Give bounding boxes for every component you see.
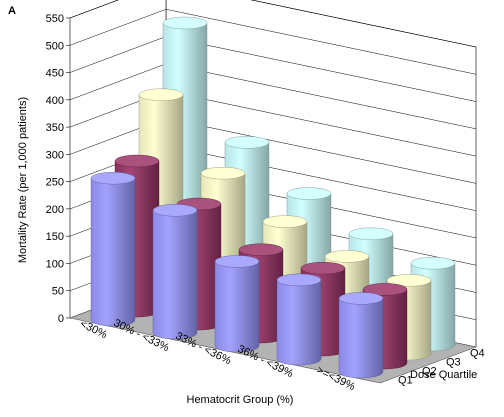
bar-top [114, 154, 160, 168]
bar-top [386, 274, 432, 287]
y-tick-label: 150 [46, 231, 64, 243]
bar-top [362, 283, 408, 296]
y-tick-label: 500 [46, 40, 64, 52]
bar-top [152, 204, 198, 217]
bar-Q1-5 [338, 292, 384, 379]
bar-body [276, 279, 322, 366]
y-tick-label: 350 [46, 122, 64, 134]
y-axis-label: Mortality Rate (per 1,000 patients) [17, 97, 29, 263]
gridline [69, 0, 477, 48]
y-tick-label: 50 [52, 286, 64, 298]
y-axis-ticks: 0 50 100 150 200 250 300 350 400 450 500 550 [46, 13, 70, 325]
bar-top [200, 166, 246, 180]
y-tick-label: 0 [58, 313, 64, 325]
z-tick-label: Q1 [398, 375, 413, 387]
bar-top [286, 187, 332, 200]
bar-top [262, 215, 308, 228]
bar-top [338, 292, 384, 305]
bar-top [410, 256, 456, 270]
z-tick-label: Q2 [422, 366, 437, 378]
bar-body [90, 177, 136, 327]
bar-body [338, 298, 384, 379]
bar-Q1-2 [152, 204, 198, 340]
bar-top [300, 261, 346, 275]
bar-top [162, 16, 208, 30]
y-tick-label: 300 [46, 149, 64, 161]
bar-top [324, 250, 370, 263]
z-axis-label: Dose Quartile [410, 369, 477, 381]
z-tick-label: Q3 [446, 357, 461, 369]
z-tick-label: Q4 [470, 348, 485, 360]
y-tick-label: 400 [46, 95, 64, 107]
y-tick-label: 200 [46, 204, 64, 216]
y-tick-label: 550 [46, 13, 64, 25]
bar-top [90, 171, 136, 185]
bar-top [224, 136, 270, 149]
y-tick-label: 100 [46, 258, 64, 270]
y-tick-label: 250 [46, 177, 64, 189]
bars [90, 16, 456, 379]
x-axis-label: Hematocrit Group (%) [187, 394, 294, 406]
panel-label: A [8, 5, 16, 17]
bar-top [138, 88, 184, 101]
gridline [69, 9, 477, 75]
bar-top [214, 255, 260, 268]
bar-top [276, 273, 322, 287]
bar-top [348, 227, 394, 241]
bar-body [152, 210, 198, 340]
bar-body [214, 261, 260, 353]
bar-Q1-3 [214, 255, 260, 353]
bar-Q1-1 [90, 171, 136, 327]
bar-top [238, 243, 284, 256]
bar-Q1-4 [276, 273, 322, 366]
z-axis-ticks: Q1 Q2 Q3 Q4 [398, 348, 485, 387]
y-tick-label: 450 [46, 68, 64, 80]
